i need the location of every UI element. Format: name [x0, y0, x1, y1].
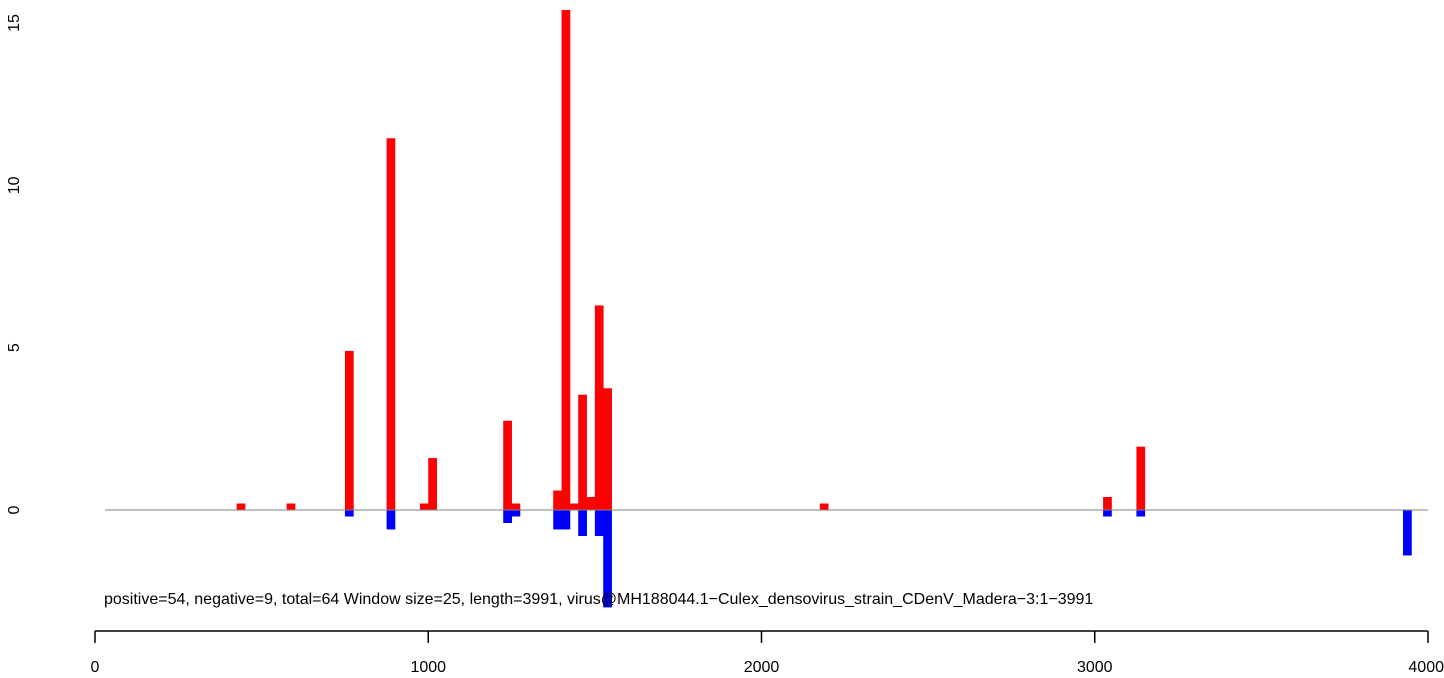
positive-bar [344, 350, 354, 510]
positive-bar [511, 503, 521, 510]
y-tick-label: 0 [6, 505, 23, 514]
negative-bar [511, 510, 521, 517]
y-axis: 0 5 10 15 [6, 14, 23, 514]
negative-bar [594, 510, 604, 536]
negative-bar [1403, 510, 1412, 556]
positive-bar [561, 10, 571, 510]
positive-bar [594, 305, 604, 510]
negative-bar [578, 510, 587, 536]
positive-bar [419, 503, 429, 510]
negative-bar [1103, 510, 1112, 517]
negative-bar [603, 510, 612, 608]
y-tick-label: 5 [6, 343, 23, 352]
positive-bar [569, 503, 579, 510]
positive-bar [1136, 446, 1146, 510]
positive-bar [386, 138, 396, 511]
positive-bar [578, 394, 587, 510]
positive-bar [428, 458, 437, 510]
positive-bar [1103, 497, 1112, 510]
negative-bar [553, 510, 562, 530]
x-tick-label: 2000 [744, 659, 780, 676]
positive-bar [603, 388, 612, 510]
negative-bar [386, 510, 396, 530]
x-tick-label: 3000 [1077, 659, 1113, 676]
negative-bars [344, 510, 1412, 608]
positive-bar [819, 503, 829, 510]
positive-bar [286, 503, 296, 510]
y-tick-label: 15 [6, 14, 23, 32]
positive-bar [503, 420, 512, 510]
y-tick-label: 10 [6, 176, 23, 194]
positive-bars [236, 10, 1146, 511]
positive-bar [553, 490, 562, 510]
negative-bar [344, 510, 354, 517]
x-tick-label: 0 [91, 659, 100, 676]
chart-annotation: positive=54, negative=9, total=64 Window… [104, 591, 1093, 608]
positive-bar [236, 503, 246, 510]
x-tick-label: 1000 [410, 659, 446, 676]
negative-bar [503, 510, 512, 523]
positive-bar [586, 497, 596, 510]
x-tick-label: 4000 [1408, 659, 1444, 676]
negative-bar [561, 510, 571, 530]
x-axis: 0 1000 2000 3000 4000 [91, 630, 1444, 676]
negative-bar [1136, 510, 1146, 517]
